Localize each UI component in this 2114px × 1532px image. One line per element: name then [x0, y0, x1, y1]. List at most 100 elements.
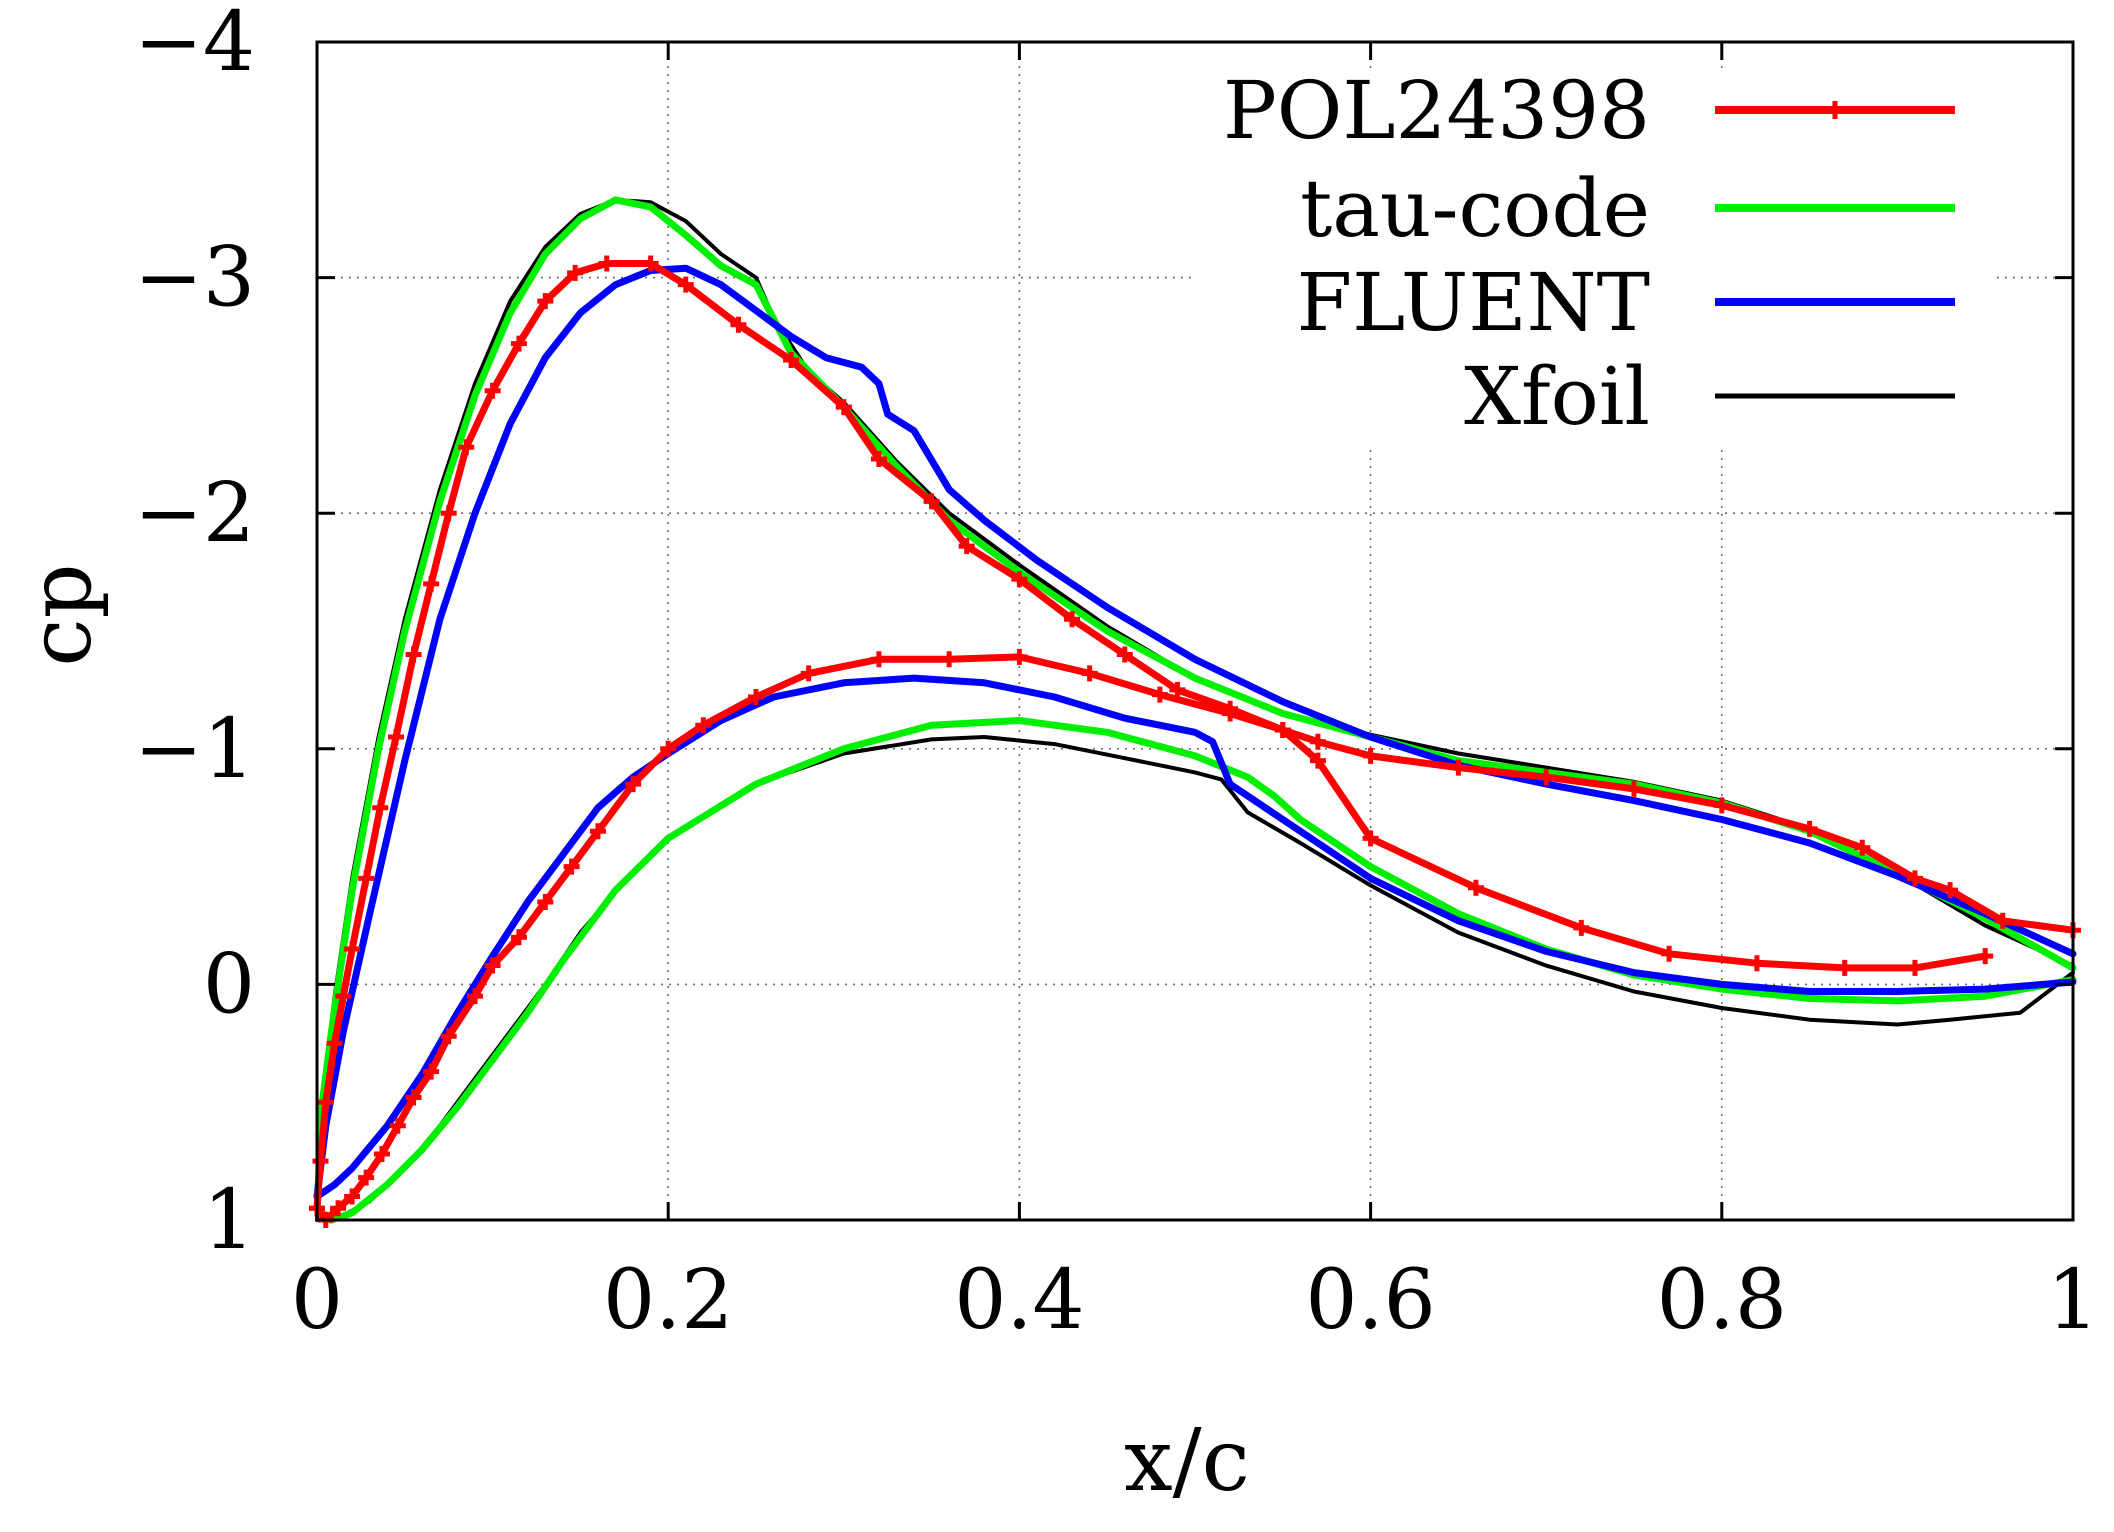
pol24398-data-point	[1994, 912, 2011, 929]
pol24398-data-point	[835, 399, 852, 416]
pol24398-data-point	[748, 688, 764, 705]
pol24398-data-point	[1854, 839, 1871, 856]
pol24398-data-point	[344, 1188, 361, 1205]
plot-frame	[315, 40, 2075, 1222]
y-tick-label: −1	[134, 702, 255, 797]
pol24398-data-point	[598, 255, 615, 272]
pol24398-data-point	[358, 1169, 375, 1186]
y-tick-label: −4	[134, 0, 255, 90]
y-axis-title: cp	[11, 563, 111, 666]
pol24398-data-point	[373, 1146, 390, 1163]
x-tick-label: 0.4	[954, 1253, 1084, 1348]
pol24398-data-point	[730, 316, 747, 333]
y-tick-label: 1	[203, 1173, 255, 1268]
legend-label-pol24398: POL24398	[1223, 64, 1650, 157]
pol24398-data-point	[923, 493, 940, 510]
pol24398-data-point	[1309, 752, 1326, 769]
x-tick-label: 0.8	[1657, 1253, 1787, 1348]
x-tick-label: 1	[2047, 1253, 2099, 1348]
y-tick-label: −2	[134, 466, 255, 561]
tau-code-lower-line	[313, 717, 2077, 1224]
pol24398-data-point	[389, 1117, 406, 1134]
pol24398-data-point	[567, 264, 584, 281]
pol24398-data-point	[1977, 948, 1994, 965]
legend-label-fluent: FLUENT	[1297, 256, 1650, 349]
pol24398-data-point	[1362, 830, 1379, 847]
legend-label-tau-code: tau-code	[1300, 162, 1650, 255]
pol24398-data-point	[405, 646, 422, 663]
pol24398-data-point	[958, 538, 975, 555]
pol24398-data-point	[800, 665, 817, 682]
pol24398-data-point	[589, 823, 606, 840]
pol24398-data-point	[1748, 955, 1765, 972]
pol24398-data-point	[1801, 820, 1818, 837]
pol24398-data-point	[1064, 611, 1081, 628]
pol24398-data-point	[660, 740, 677, 757]
pol24398-data-point	[1116, 646, 1133, 663]
pol24398-data-point	[317, 1094, 334, 1111]
xfoil-lower-line	[315, 735, 2075, 1222]
pol24398-data-point	[537, 893, 554, 910]
legend-box	[1195, 70, 1995, 450]
pol24398-data-point	[870, 651, 887, 668]
pol24398-data-point	[312, 1153, 329, 1170]
pol24398-data-point	[1661, 945, 1678, 962]
pol24398-data-point	[1309, 733, 1326, 750]
pol24398-data-point	[1467, 879, 1484, 896]
pol24398-data-point	[510, 929, 527, 946]
fluent-upper-line	[313, 264, 2077, 1200]
x-tick-labels: 0 0.2 0.4 0.6 0.8 1	[291, 1253, 2099, 1348]
pol24398-data-point	[563, 858, 580, 875]
pol24398-data-point	[405, 1089, 422, 1106]
pol24398-data-point	[1011, 571, 1028, 588]
pol24398-data-point	[326, 1035, 343, 1052]
pol24398-data-point	[1011, 648, 1028, 665]
pol24398-data-point	[1274, 721, 1291, 738]
x-axis-title: x/c	[1124, 1411, 1250, 1511]
pol24398-data-point	[1836, 959, 1853, 976]
pol24398-data-point	[537, 293, 554, 310]
pol24398-data-point	[1942, 882, 1959, 899]
series-pol24398	[309, 255, 2081, 1228]
pol24398-data-point	[1081, 665, 1098, 682]
pol24398-data-point	[1538, 769, 1555, 786]
x-tick-label: 0	[291, 1253, 343, 1348]
pol24398-data-point	[423, 1063, 440, 1080]
pol24398-data-point	[372, 799, 389, 816]
pol24398-data-point	[358, 870, 375, 887]
pol24398-data-point	[625, 776, 642, 793]
pol24398-data-point	[330, 1200, 347, 1217]
pol24398-data-point	[1626, 780, 1642, 797]
pol24398-data-point	[1151, 686, 1168, 703]
pol24398-data-point	[1222, 705, 1239, 722]
pol24398-data-point	[642, 255, 659, 272]
pol24398-data-point	[1169, 681, 1186, 698]
legend-marker-pol24398	[1826, 101, 1844, 119]
pol24398-data-point	[1573, 919, 1590, 936]
pol24398-data-point	[941, 651, 958, 668]
y-tick-label: −3	[134, 231, 255, 326]
pol24398-data-point	[1450, 759, 1467, 776]
pol24398-data-point	[783, 352, 800, 369]
legend-label-xfoil: Xfoil	[1464, 350, 1650, 443]
pol24398-data-point	[423, 575, 440, 592]
pol24398-data-point	[388, 729, 405, 746]
pol24398-data-point	[467, 988, 484, 1005]
pol24398-data-point	[1713, 797, 1730, 814]
x-tick-label: 0.6	[1305, 1253, 1435, 1348]
y-tick-labels: −4 −3 −2 −1 0 1	[134, 0, 255, 1268]
pol24398-data-point	[440, 1028, 457, 1045]
pol24398-data-point	[677, 276, 694, 293]
y-tick-label: 0	[203, 937, 255, 1032]
pol24398-data-point	[440, 505, 457, 522]
pol24398-data-point	[458, 439, 475, 456]
pol24398-data-point	[1906, 870, 1923, 887]
pol24398-data-point	[484, 382, 501, 399]
pol24398-data-point	[1906, 959, 1923, 976]
pol24398-data-point	[695, 717, 712, 734]
pol24398-data-point	[870, 451, 887, 468]
pol24398-upper-line	[313, 260, 2077, 1212]
pol24398-data-point	[344, 941, 361, 958]
